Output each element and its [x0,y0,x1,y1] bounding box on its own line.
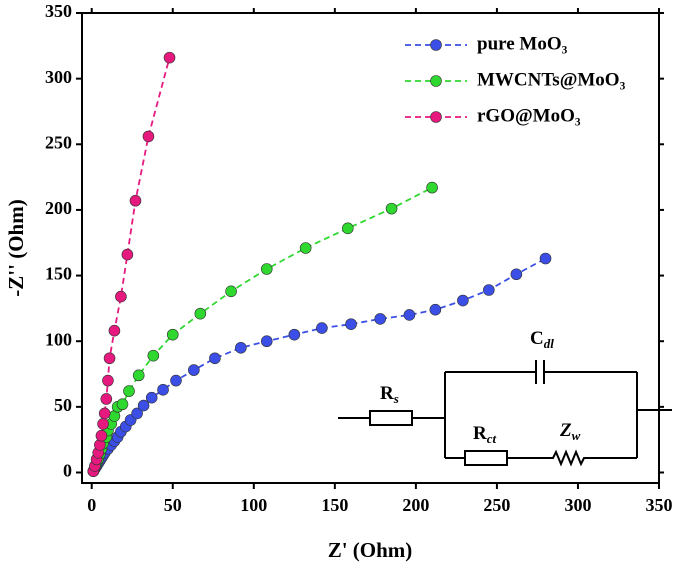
x-tick-label: 350 [646,495,673,515]
data-point [97,418,109,430]
data-point [132,369,145,382]
label-sub: ct [487,431,497,446]
x-tick-label: 150 [321,495,348,515]
data-point [103,352,116,365]
x-tick-label: 250 [483,495,510,515]
data-point [188,364,200,376]
data-point [225,285,237,298]
label-sub: w [572,428,581,443]
legend-label: rGO@MoO₃ [477,105,581,126]
data-point [426,181,438,194]
data-point [403,309,416,321]
data-point [131,407,143,420]
y-tick-label: 350 [45,1,72,21]
label-main: R [473,423,487,444]
data-point [115,290,127,303]
circuit-label: Cdl [530,328,554,351]
y-tick-label: 200 [45,198,72,218]
x-tick-label: 300 [564,495,591,515]
y-tick-label: 150 [45,264,72,284]
data-point [123,385,135,397]
data-point [345,318,357,330]
label-main: Z [559,420,572,441]
data-point [121,248,134,261]
label-sub: dl [544,336,555,351]
data-point [147,349,160,362]
y-tick-label: 0 [63,461,72,481]
legend-marker [430,75,442,87]
circuit-label: Rct [473,423,497,446]
x-axis-label: Z' (Ohm) [328,538,413,562]
legend-label: MWCNTs@MoO₃ [477,69,626,90]
data-point [108,324,121,337]
legend-label: pure MoO₃ [477,33,568,54]
data-point [157,383,169,396]
x-tick-label: 200 [402,495,429,515]
data-point [457,294,469,307]
circuit-label: Rs [380,383,399,406]
x-tick-label: 100 [240,495,267,515]
plot-frame [81,12,660,484]
y-tick-label: 100 [45,329,72,349]
x-tick-label: 50 [164,495,182,515]
data-point [145,391,158,404]
data-point [163,51,176,64]
data-point [235,341,247,354]
data-point [299,242,312,254]
data-point [98,407,111,420]
data-point [429,303,442,316]
x-tick-label: 0 [87,495,96,515]
data-point [137,399,150,412]
data-point [102,374,114,387]
data-point [129,194,142,207]
y-axis-label: -Z'' (Ohm) [4,199,28,296]
data-point [100,393,113,405]
label-main: R [380,383,394,404]
data-point [510,268,523,281]
data-point [483,284,495,296]
data-point [142,130,155,143]
data-point [288,328,301,341]
data-point [374,313,387,325]
data-point [260,335,273,348]
data-point [342,222,354,235]
label-main: C [530,328,544,349]
data-point [170,374,182,387]
legend-marker [430,39,442,51]
circuit-inset: Rs Cdl Rct Zw [338,328,672,467]
data-point [260,263,273,275]
circuit-label: Zw [559,420,581,443]
data-point [539,252,552,265]
data-point [316,322,328,334]
legend-marker [430,111,442,123]
data-point [166,328,179,341]
series-line [92,186,433,472]
data-point [95,429,108,442]
data-point [385,202,398,215]
data-point [194,307,207,320]
series-line [92,257,546,472]
label-sub: s [393,391,399,406]
y-tick-label: 300 [45,67,72,87]
data-point [116,398,129,411]
data-point [209,352,221,365]
y-tick-label: 250 [45,132,72,152]
y-tick-label: 50 [54,395,72,415]
